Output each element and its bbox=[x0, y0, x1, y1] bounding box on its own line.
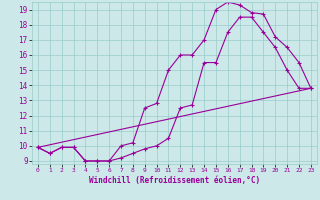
X-axis label: Windchill (Refroidissement éolien,°C): Windchill (Refroidissement éolien,°C) bbox=[89, 176, 260, 185]
